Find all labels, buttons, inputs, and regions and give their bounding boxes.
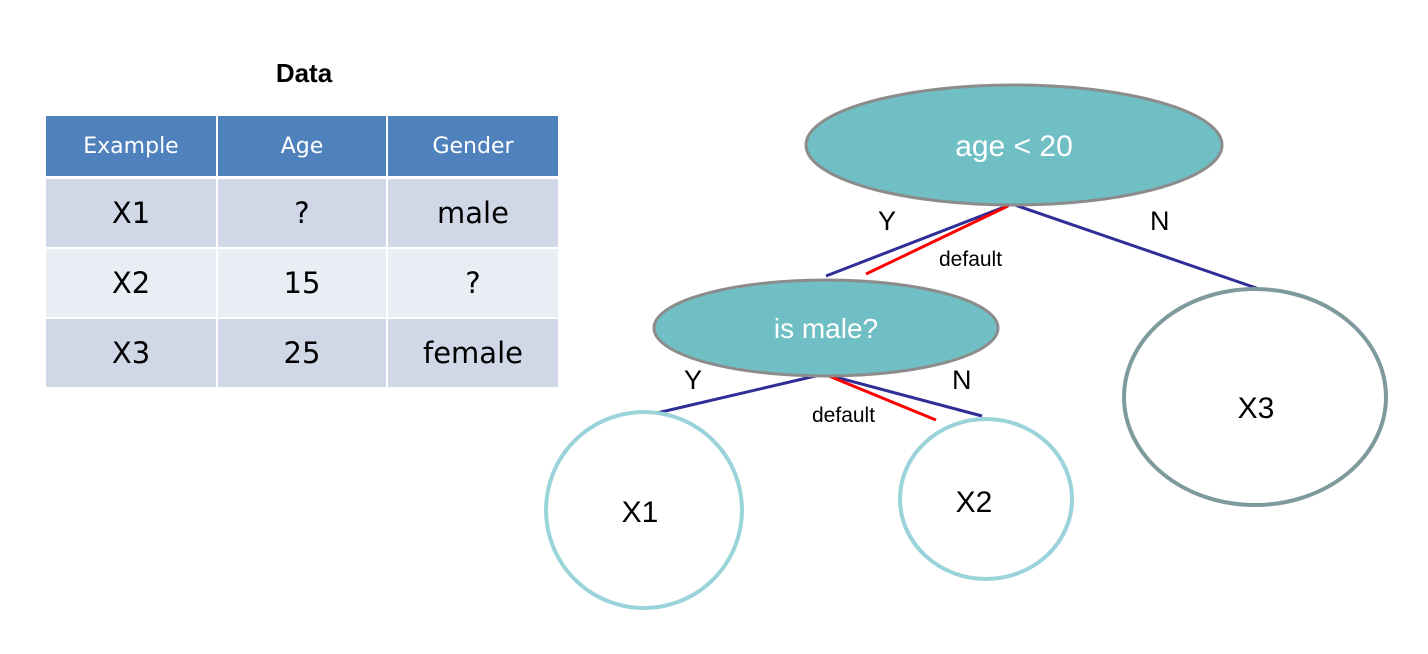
leaf-x1-label: X1: [622, 496, 659, 529]
leaf-x2-label: X2: [956, 486, 993, 519]
leaf-x3-label: X3: [1238, 392, 1275, 425]
table-row: X2 15 ?: [46, 248, 558, 319]
root-default-label: default: [939, 248, 1002, 271]
cell-example: X2: [46, 248, 218, 319]
leaf-x1: [544, 410, 744, 610]
cell-age: ?: [217, 177, 388, 249]
cell-gender: male: [387, 177, 558, 249]
cell-example: X1: [46, 177, 218, 249]
inner-default-label: default: [812, 404, 875, 427]
table-row: X3 25 female: [46, 318, 558, 389]
cell-gender: ?: [387, 248, 558, 319]
root-node-label: age < 20: [955, 130, 1073, 163]
edge-root-yes: [825, 202, 1013, 278]
edge-root-default: [865, 204, 1009, 276]
inner-no-label: N: [952, 365, 972, 395]
leaf-x3: [1122, 287, 1388, 507]
header-age: Age: [217, 116, 388, 179]
inner-node: [652, 278, 1000, 378]
cell-gender: female: [387, 318, 558, 389]
edge-root-no: [1011, 202, 1263, 292]
leaf-x2: [898, 417, 1074, 581]
table-header-row: Example Age Gender: [46, 116, 558, 179]
root-yes-label: Y: [878, 206, 896, 236]
root-node: [804, 83, 1224, 207]
table-title: Data: [275, 58, 333, 88]
cell-example: X3: [46, 318, 218, 389]
header-example: Example: [46, 116, 218, 179]
inner-node-label: is male?: [774, 313, 878, 344]
table-row: X1 ? male: [46, 177, 558, 249]
edge-inner-yes: [643, 372, 825, 418]
edge-inner-default: [823, 372, 937, 422]
cell-age: 15: [217, 248, 388, 319]
header-gender: Gender: [387, 116, 558, 179]
edge-inner-no: [823, 372, 983, 418]
cell-age: 25: [217, 318, 388, 389]
data-table: Example Age Gender X1 ? male X2 15 ? X3 …: [46, 116, 558, 389]
inner-yes-label: Y: [684, 365, 702, 395]
root-no-label: N: [1150, 206, 1170, 236]
